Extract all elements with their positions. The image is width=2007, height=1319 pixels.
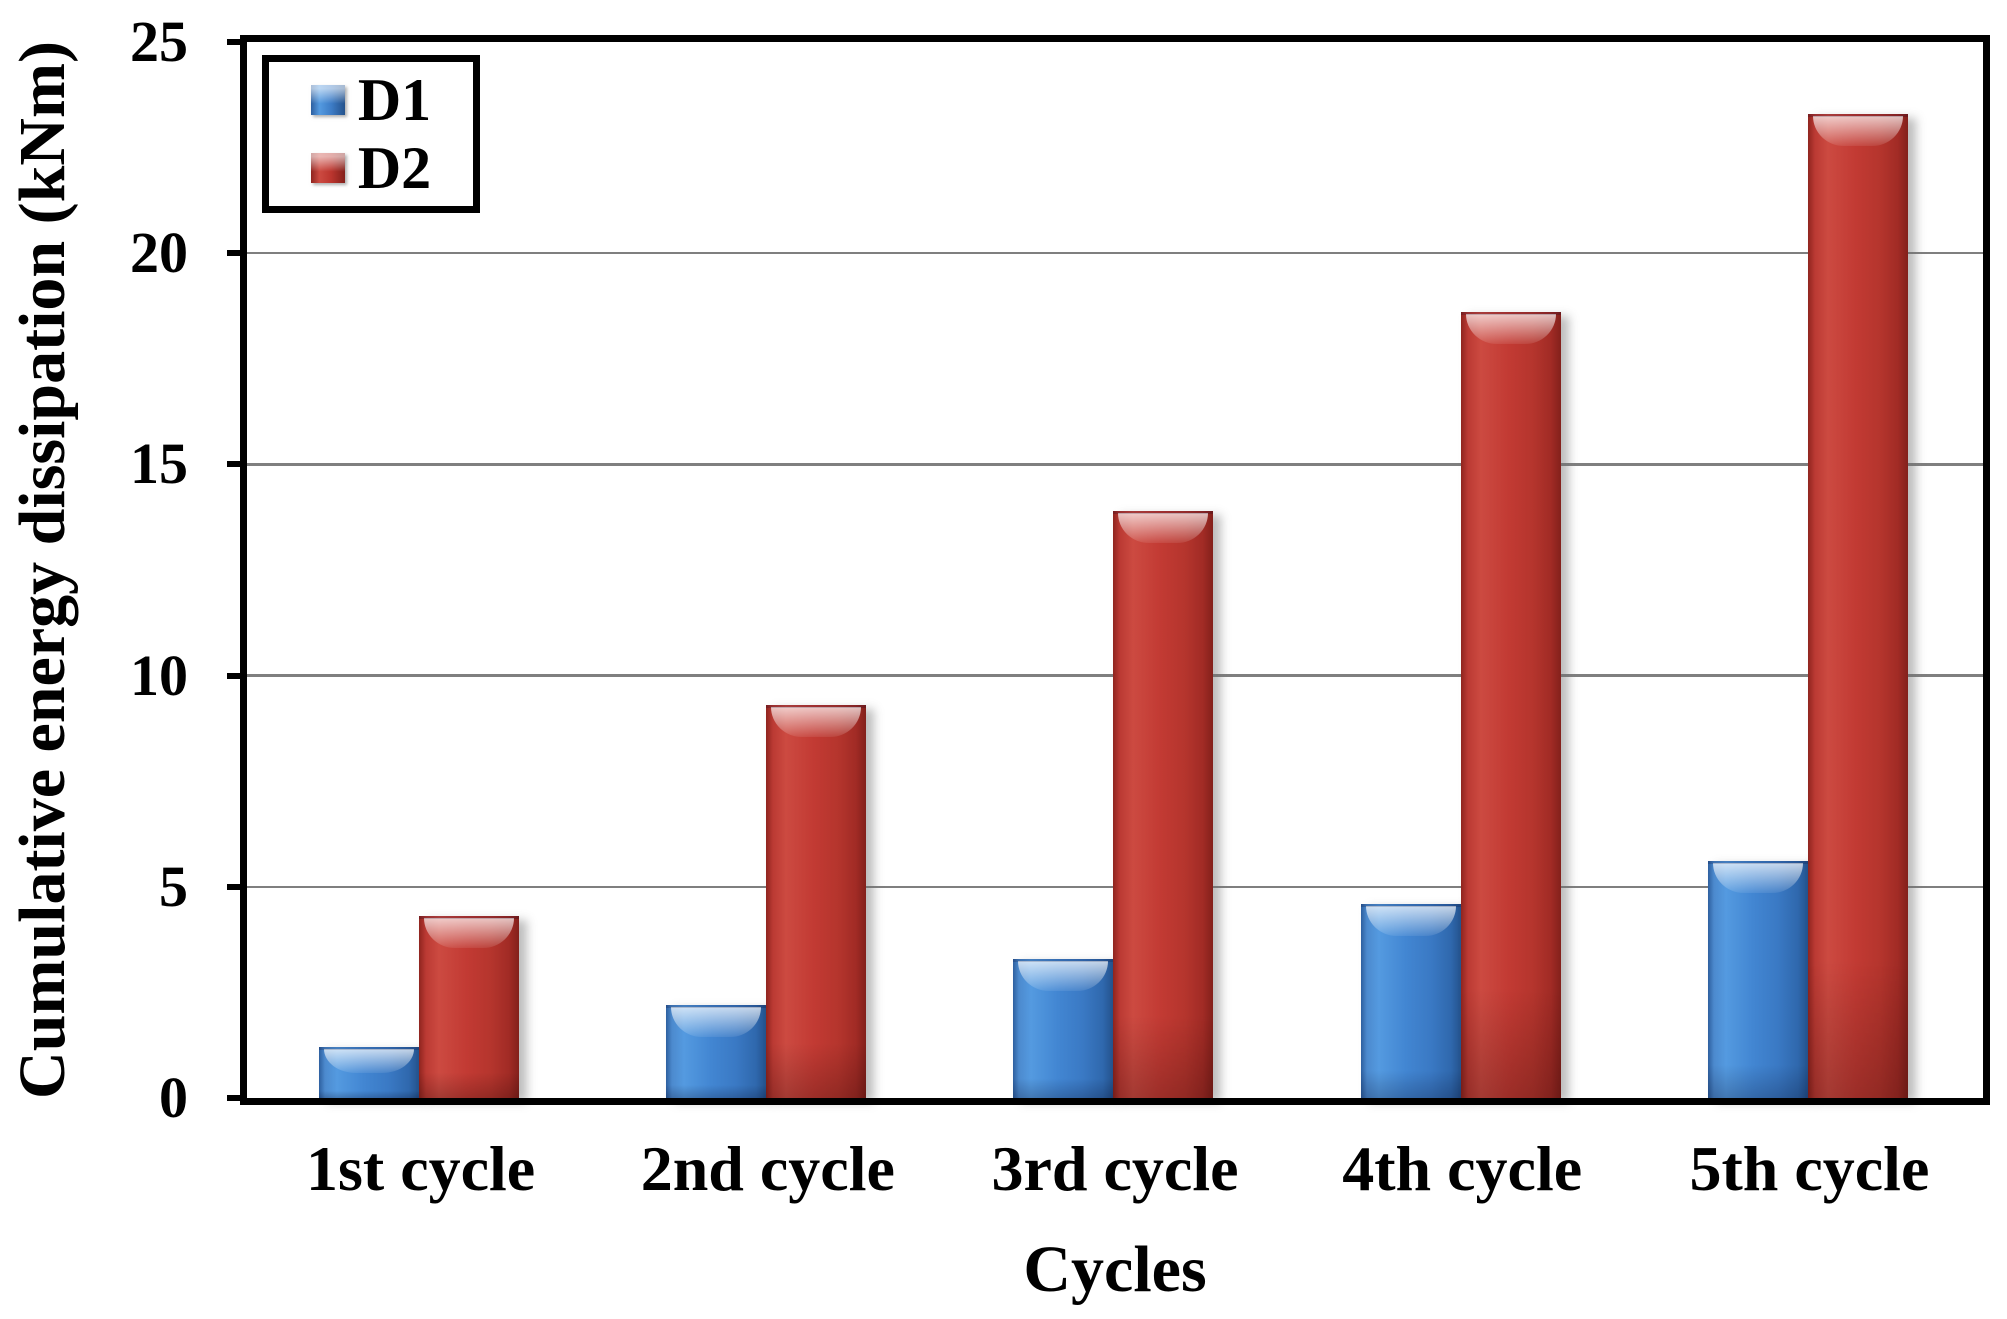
legend-entry-d1: D1 bbox=[310, 67, 432, 133]
legend-label-d1: D1 bbox=[357, 67, 432, 133]
bar-d1-cycle-3 bbox=[1013, 958, 1114, 1098]
x-category-label-5: 5th cycle bbox=[1689, 1133, 1930, 1204]
legend-swatch-d2-icon bbox=[310, 153, 345, 183]
legend: D1 D2 bbox=[262, 55, 480, 213]
bar-d1-cycle-5 bbox=[1707, 861, 1808, 1098]
bar-d1-cycle-2 bbox=[666, 1005, 767, 1098]
bar-d2-cycle-5 bbox=[1807, 113, 1908, 1098]
legend-entry-d2: D2 bbox=[310, 135, 432, 201]
bar-d2-cycle-1 bbox=[419, 916, 519, 1098]
bar-d1-cycle-4 bbox=[1360, 903, 1461, 1098]
plot-area bbox=[247, 42, 1983, 1098]
gridline-y-15 bbox=[247, 463, 1983, 466]
y-axis-tick-5 bbox=[227, 883, 247, 890]
gridline-y-20 bbox=[247, 251, 1983, 255]
bar-d2-cycle-3 bbox=[1113, 510, 1214, 1098]
y-axis-tick-label-5: 5 bbox=[159, 853, 188, 919]
x-category-label-2: 2nd cycle bbox=[640, 1133, 895, 1204]
y-axis-tick-label-20: 20 bbox=[130, 220, 188, 286]
y-axis-tick-15 bbox=[227, 461, 247, 468]
y-axis-tick-label-15: 15 bbox=[130, 431, 188, 497]
y-axis-tick-0 bbox=[227, 1095, 247, 1101]
y-axis-title: Cumulative energy dissipation (kNm) bbox=[6, 41, 79, 1099]
bar-d2-cycle-4 bbox=[1460, 312, 1561, 1098]
y-axis-tick-label-10: 10 bbox=[130, 642, 188, 708]
y-axis-tick-25 bbox=[227, 39, 247, 45]
y-axis-tick-10 bbox=[227, 672, 247, 679]
bar-d1-cycle-1 bbox=[319, 1047, 419, 1098]
bar-d2-cycle-2 bbox=[766, 705, 867, 1098]
legend-swatch-d1-icon bbox=[310, 85, 345, 115]
x-category-label-4: 4th cycle bbox=[1342, 1133, 1583, 1204]
y-axis-tick-20 bbox=[227, 250, 247, 257]
y-axis-tick-label-25: 25 bbox=[130, 9, 188, 74]
x-category-label-3: 3rd cycle bbox=[991, 1133, 1239, 1204]
x-category-label-1: 1st cycle bbox=[305, 1133, 536, 1204]
legend-label-d2: D2 bbox=[357, 135, 432, 201]
x-axis-title: Cycles bbox=[1023, 1233, 1207, 1306]
y-axis-tick-label-0: 0 bbox=[159, 1065, 188, 1130]
